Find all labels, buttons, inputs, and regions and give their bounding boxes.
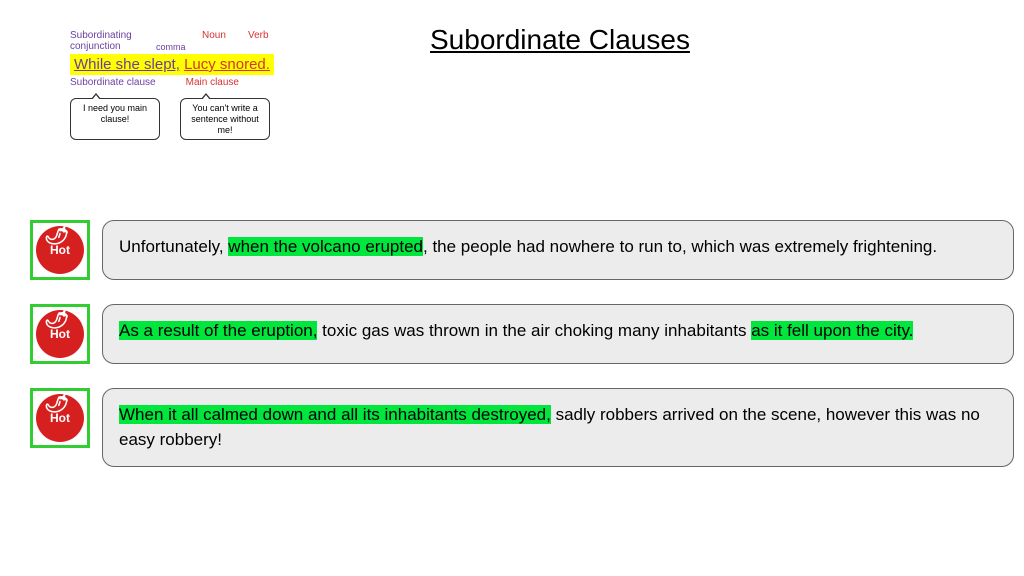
label-comma: comma — [156, 42, 196, 52]
label-sub-conj: Subordinating conjunction — [70, 30, 150, 52]
example-row: 🌶Hot When it all calmed down and all its … — [30, 388, 1014, 467]
hot-icon: 🌶Hot — [36, 394, 84, 442]
label-noun: Noun — [202, 30, 242, 52]
speech-bubble-1: I need you main clause! — [70, 98, 160, 140]
highlighted-text: as it fell upon the city. — [751, 321, 913, 340]
examples-list: 🌶Hot Unfortunately, when the volcano erup… — [30, 220, 1014, 491]
highlighted-text: when the volcano erupted — [228, 237, 423, 256]
hot-badge: 🌶Hot — [30, 388, 90, 448]
plain-text: Unfortunately, — [119, 237, 228, 256]
chili-icon: 🌶 — [44, 390, 69, 415]
label-main-clause: Main clause — [186, 77, 239, 88]
hot-icon: 🌶Hot — [36, 226, 84, 274]
example-row: 🌶Hot Unfortunately, when the volcano erup… — [30, 220, 1014, 280]
sentence-box: As a result of the eruption, toxic gas w… — [102, 304, 1014, 364]
highlighted-text: As a result of the eruption, — [119, 321, 317, 340]
hot-badge: 🌶Hot — [30, 304, 90, 364]
label-verb: Verb — [248, 30, 288, 52]
chili-icon: 🌶 — [44, 222, 69, 247]
speech-bubble-2: You can't write a sentence without me! — [180, 98, 270, 140]
sentence-box: When it all calmed down and all its inha… — [102, 388, 1014, 467]
sentence-box: Unfortunately, when the volcano erupted,… — [102, 220, 1014, 280]
subordinate-part: While she slept, — [74, 56, 180, 73]
example-row: 🌶Hot As a result of the eruption, toxic g… — [30, 304, 1014, 364]
label-sub-clause: Subordinate clause — [70, 77, 156, 88]
hot-icon: 🌶Hot — [36, 310, 84, 358]
highlighted-text: When it all calmed down and all its inha… — [119, 405, 551, 424]
example-sentence: While she slept, Lucy snored. — [70, 54, 274, 75]
page-title: Subordinate Clauses — [430, 24, 690, 56]
hot-badge: 🌶Hot — [30, 220, 90, 280]
plain-text: , the people had nowhere to run to, whic… — [423, 237, 937, 256]
diagram: Subordinating conjunction comma Noun Ver… — [70, 30, 370, 140]
chili-icon: 🌶 — [44, 306, 69, 331]
main-part: Lucy snored. — [184, 56, 270, 73]
plain-text: toxic gas was thrown in the air choking … — [317, 321, 751, 340]
